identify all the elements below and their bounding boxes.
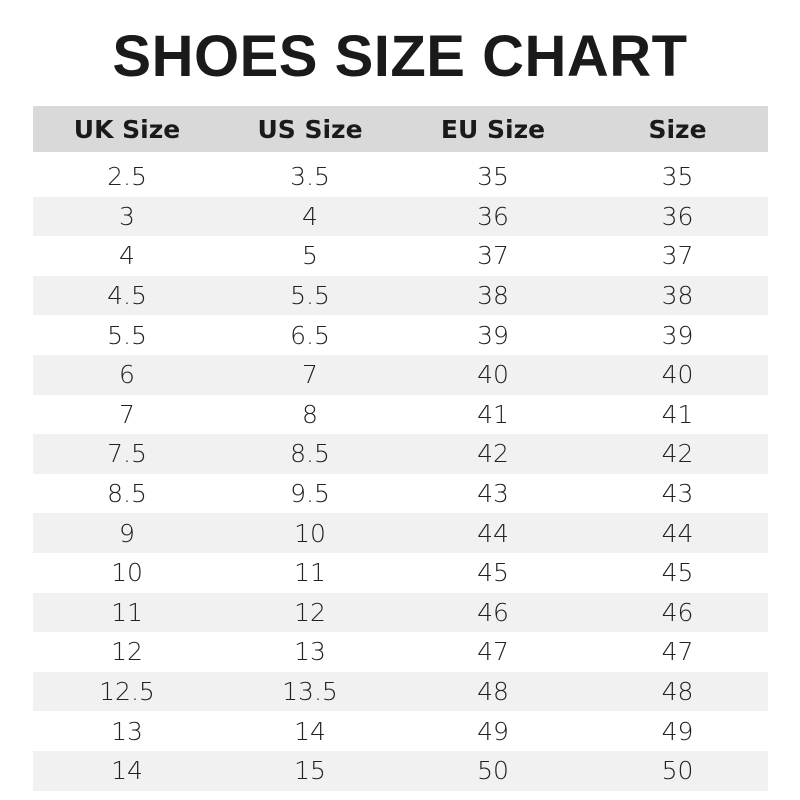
us-size-cell: 12: [294, 597, 326, 627]
table-row: 12.5 13.5 48 48: [33, 671, 768, 712]
size-cell: 35: [661, 162, 694, 192]
uk-size-cell: 3: [119, 201, 135, 231]
eu-size-cell: 40: [477, 360, 509, 390]
uk-size-cell: 6: [119, 360, 135, 390]
table-row: 6 7 40 40: [33, 354, 768, 395]
size-cell: 45: [661, 558, 694, 588]
uk-size-cell: 11: [111, 597, 143, 627]
us-size-cell: 9.5: [290, 479, 330, 509]
us-size-cell: 6.5: [290, 320, 330, 350]
header-size: Size: [648, 114, 707, 144]
eu-size-cell: 49: [477, 716, 509, 746]
eu-size-cell: 41: [477, 399, 509, 429]
us-size-cell: 7: [302, 360, 318, 390]
table-row: 7 8 41 41: [33, 395, 768, 435]
size-cell: 50: [661, 756, 694, 786]
uk-size-cell: 10: [111, 558, 143, 588]
size-cell: 49: [661, 716, 694, 746]
table-body: 2.5 3.5 35 35 3 4 36 36 4 5 37 37 4.5 5.5 38 38 5.5 6.5 39…: [33, 157, 768, 791]
size-cell: 46: [661, 597, 694, 627]
us-size-cell: 8: [302, 399, 318, 429]
table-row: 7.5 8.5 42 42: [33, 434, 768, 474]
size-cell: 37: [661, 241, 694, 271]
eu-size-cell: 42: [477, 439, 509, 469]
size-cell: 38: [661, 281, 694, 311]
eu-size-cell: 45: [477, 558, 509, 588]
us-size-cell: 4: [302, 201, 318, 231]
eu-size-cell: 36: [477, 201, 509, 231]
table-header: UK Size US Size EU Size Size: [33, 106, 768, 152]
us-size-cell: 3.5: [290, 162, 330, 192]
size-cell: 42: [661, 439, 694, 469]
uk-size-cell: 7.5: [107, 439, 147, 469]
eu-size-cell: 46: [477, 597, 509, 627]
table-row: 2.5 3.5 35 35: [33, 157, 768, 197]
us-size-cell: 10: [294, 518, 326, 548]
us-size-cell: 15: [294, 756, 326, 786]
table-row: 8.5 9.5 43 43: [33, 474, 768, 514]
eu-size-cell: 44: [477, 518, 509, 548]
uk-size-cell: 9: [119, 518, 135, 548]
uk-size-cell: 12.5: [99, 677, 155, 707]
table-row: 4 5 37 37: [33, 236, 768, 276]
uk-size-cell: 12: [111, 637, 143, 667]
eu-size-cell: 35: [477, 162, 509, 192]
us-size-cell: 5.5: [290, 281, 330, 311]
us-size-cell: 13.5: [282, 677, 338, 707]
eu-size-cell: 43: [477, 479, 509, 509]
size-cell: 39: [661, 320, 694, 350]
size-cell: 44: [661, 518, 694, 548]
us-size-cell: 13: [294, 637, 326, 667]
size-table: UK Size US Size EU Size Size 2.5 3.5 35 35 3…: [33, 106, 768, 791]
table-row: 9 10 44 44: [33, 513, 768, 553]
size-cell: 41: [661, 399, 694, 429]
eu-size-cell: 47: [477, 637, 509, 667]
header-uk-size: UK Size: [73, 114, 181, 144]
table-row: 11 12 46 46: [33, 592, 768, 633]
us-size-cell: 11: [294, 558, 326, 588]
uk-size-cell: 2.5: [107, 162, 147, 192]
uk-size-cell: 13: [111, 716, 143, 746]
eu-size-cell: 39: [477, 320, 509, 350]
table-row: 3 4 36 36: [33, 196, 768, 237]
uk-size-cell: 5.5: [107, 320, 147, 350]
uk-size-cell: 4: [119, 241, 135, 271]
uk-size-cell: 8.5: [107, 479, 147, 509]
eu-size-cell: 48: [477, 677, 509, 707]
us-size-cell: 14: [294, 716, 326, 746]
table-row: 13 14 49 49: [33, 711, 768, 751]
page-title: SHOES SIZE CHART: [112, 24, 688, 89]
table-row: 4.5 5.5 38 38: [33, 275, 768, 316]
table-row: 12 13 47 47: [33, 632, 768, 672]
us-size-cell: 5: [302, 241, 318, 271]
size-cell: 48: [661, 677, 694, 707]
size-cell: 43: [661, 479, 694, 509]
eu-size-cell: 38: [477, 281, 509, 311]
uk-size-cell: 14: [111, 756, 143, 786]
uk-size-cell: 4.5: [107, 281, 147, 311]
header-us-size: US Size: [257, 114, 363, 144]
table-row: 14 15 50 50: [33, 750, 768, 791]
us-size-cell: 8.5: [290, 439, 330, 469]
uk-size-cell: 7: [119, 399, 135, 429]
header-eu-size: EU Size: [440, 114, 546, 144]
size-cell: 47: [661, 637, 694, 667]
table-row: 10 11 45 45: [33, 553, 768, 593]
size-cell: 40: [661, 360, 694, 390]
eu-size-cell: 37: [477, 241, 509, 271]
eu-size-cell: 50: [477, 756, 509, 786]
table-row: 5.5 6.5 39 39: [33, 315, 768, 355]
size-cell: 36: [661, 201, 694, 231]
